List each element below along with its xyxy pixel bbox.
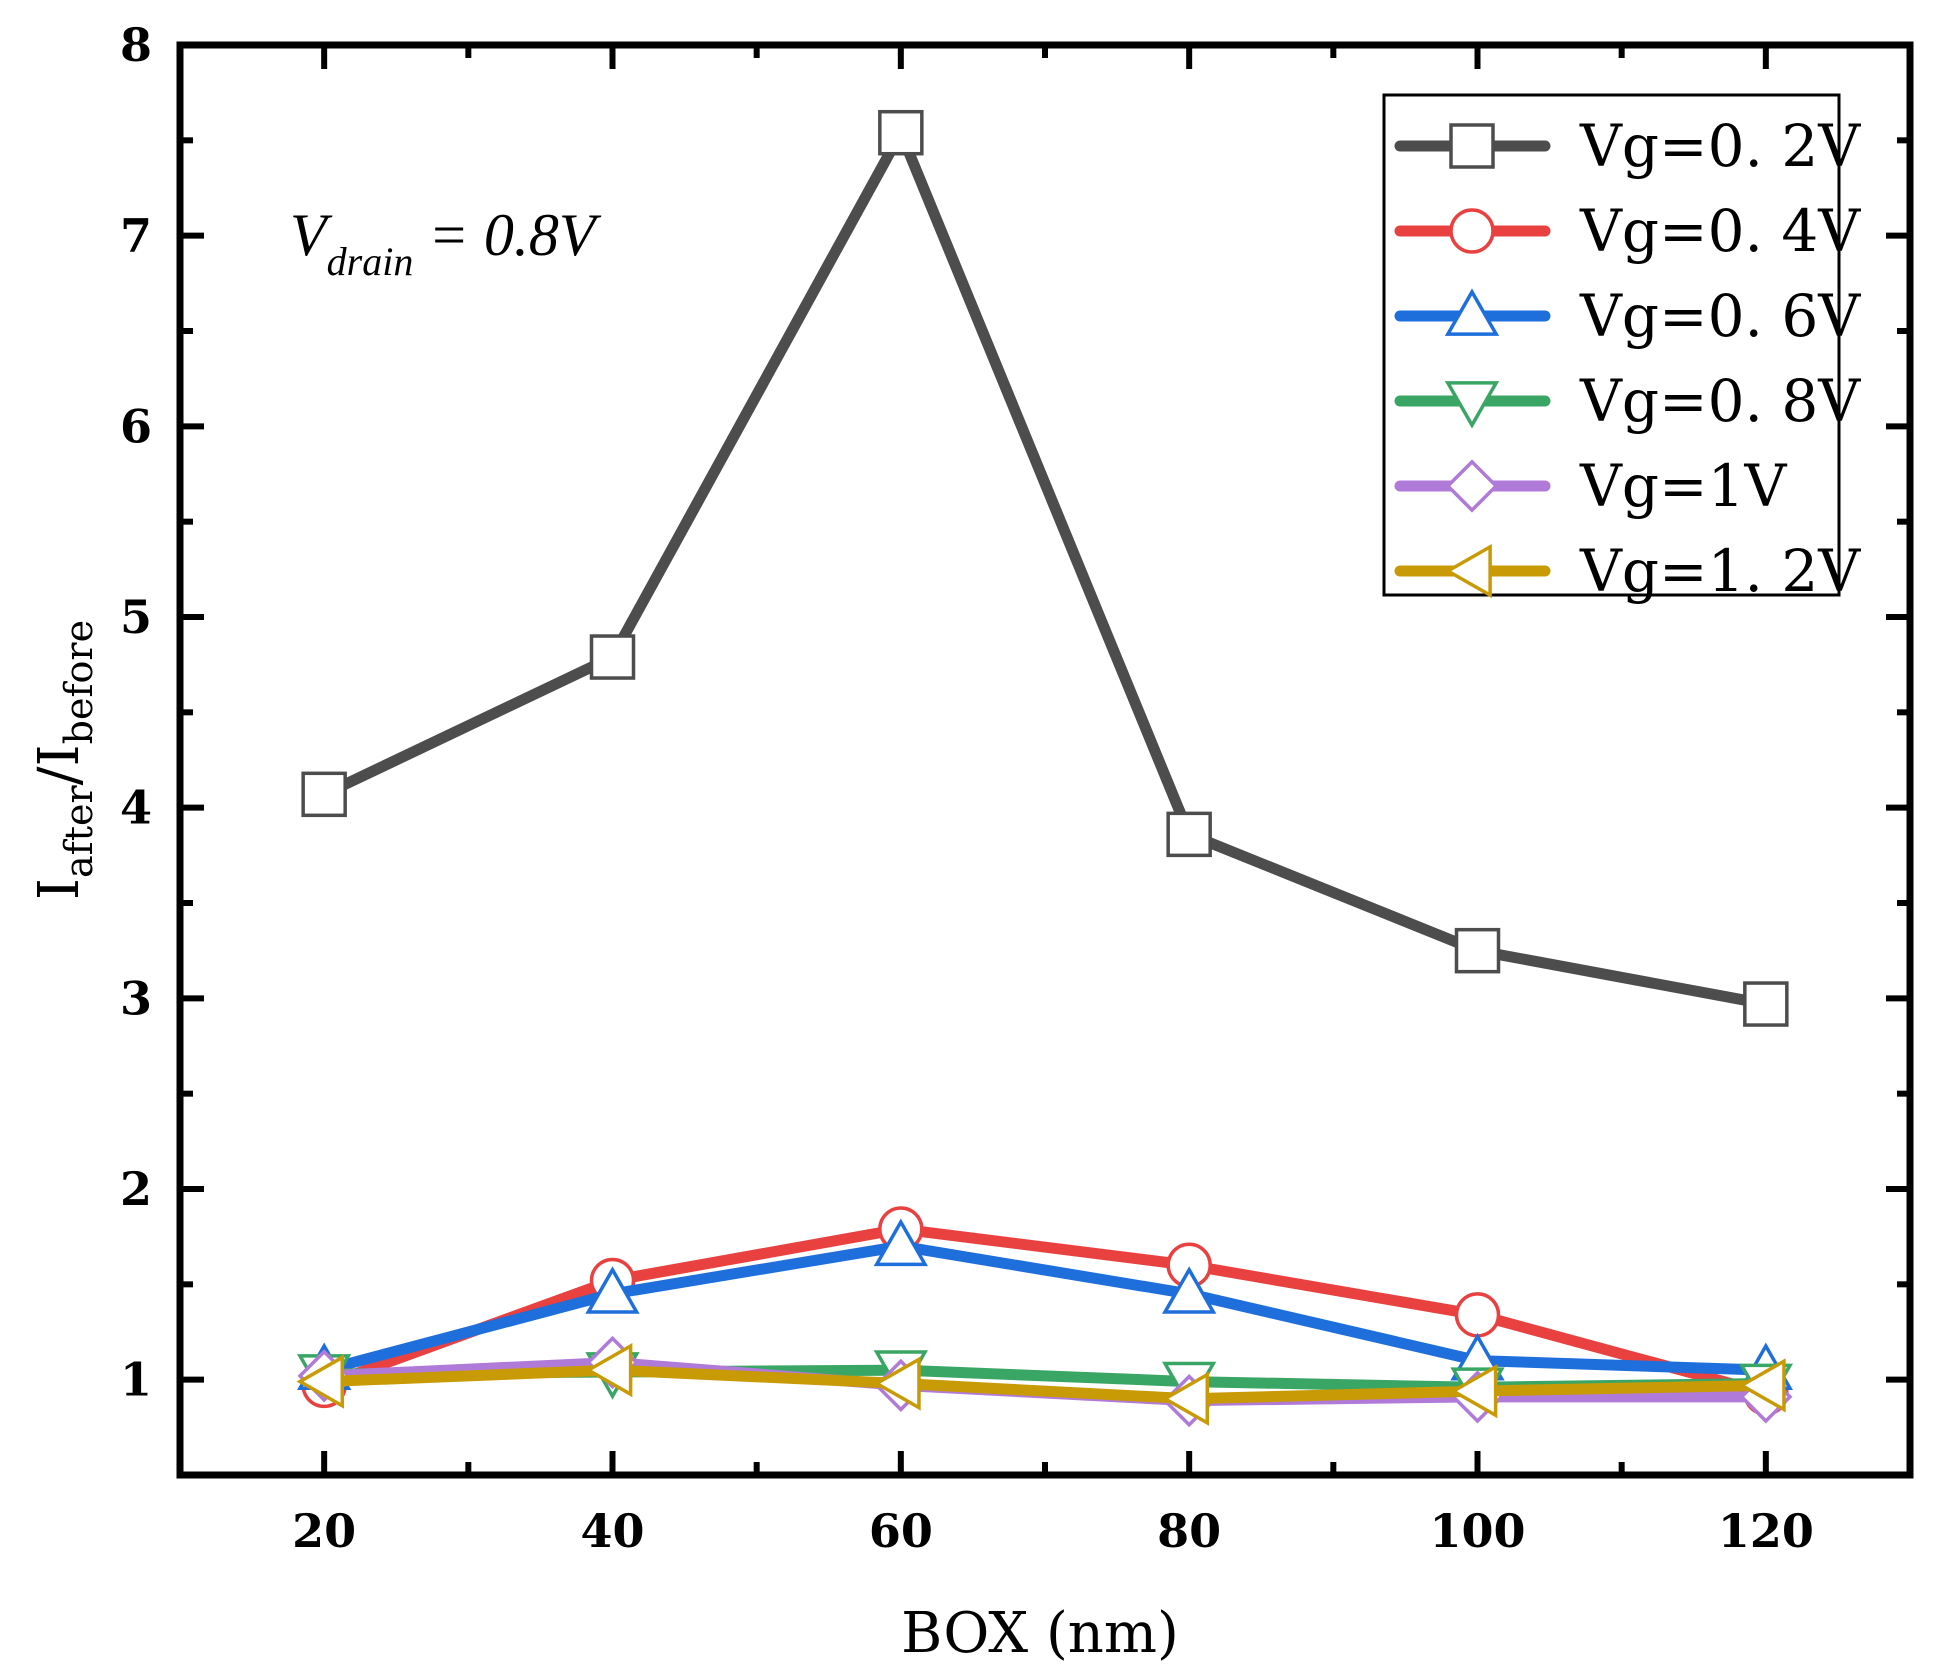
data-point bbox=[873, 1356, 921, 1411]
data-point bbox=[873, 1218, 928, 1267]
annotation-vdrain: Vdrain = 0.8V bbox=[290, 202, 602, 284]
x-tick-label: 60 bbox=[869, 1504, 933, 1558]
legend-box bbox=[1382, 93, 1841, 597]
legend: Vg=0. 2V Vg=0. 4V Vg=0. 6V Vg=0. 8V Vg=1V Vg=… bbox=[1382, 93, 1861, 605]
x-tick-label: 40 bbox=[580, 1504, 644, 1558]
data-point bbox=[1166, 811, 1212, 858]
y-axis-title-sub1: after bbox=[57, 784, 101, 877]
data-point bbox=[584, 1342, 633, 1398]
legend-label: Vg=0. 6V bbox=[1579, 282, 1861, 350]
legend-marker bbox=[1444, 288, 1500, 336]
data-point bbox=[878, 109, 924, 156]
data-point bbox=[1454, 1292, 1501, 1338]
data-point bbox=[1161, 1371, 1210, 1426]
y-axis-title-main2: I bbox=[27, 744, 92, 766]
x-axis-title: BOX (nm) bbox=[901, 1601, 1179, 1666]
legend-marker bbox=[1449, 123, 1495, 169]
data-point bbox=[589, 634, 636, 680]
series-line-2 bbox=[318, 1223, 1772, 1399]
legend-item: Vg=0. 2V bbox=[1394, 112, 1861, 180]
legend-label: Vg=0. 8V bbox=[1579, 367, 1861, 435]
legend-item: Vg=0. 8V bbox=[1394, 367, 1861, 435]
data-point bbox=[1162, 1266, 1217, 1314]
legend-label: Vg=0. 2V bbox=[1579, 112, 1861, 180]
y-tick-label: 7 bbox=[120, 209, 152, 263]
x-tick-label: 100 bbox=[1429, 1504, 1525, 1558]
legend-marker bbox=[1449, 208, 1495, 254]
legend-marker bbox=[1445, 459, 1499, 513]
data-point bbox=[301, 771, 347, 818]
annotation-rest: = 0.8V bbox=[413, 202, 601, 268]
legend-marker bbox=[1444, 381, 1500, 429]
legend-item: Vg=0. 6V bbox=[1394, 282, 1861, 350]
y-axis-title-sub2: before bbox=[57, 620, 101, 744]
series-line-1 bbox=[318, 127, 1772, 1010]
y-axis-title: Iafter/Ibefore bbox=[27, 620, 101, 900]
y-tick-label: 1 bbox=[120, 1353, 152, 1407]
data-point bbox=[1738, 1358, 1786, 1413]
legend-label: Vg=0. 4V bbox=[1579, 197, 1861, 265]
legend-label: Vg=1V bbox=[1579, 452, 1788, 520]
data-point bbox=[296, 1354, 345, 1409]
y-tick-label: 2 bbox=[120, 1162, 152, 1216]
plot-frame bbox=[176, 41, 1914, 1479]
plot-series bbox=[296, 109, 1793, 1428]
series-line-3 bbox=[318, 1240, 1772, 1376]
legend-item: Vg=0. 4V bbox=[1394, 197, 1861, 265]
data-point bbox=[1454, 927, 1501, 974]
y-axis-title-main: I bbox=[27, 878, 92, 900]
x-tick-label: 80 bbox=[1157, 1504, 1221, 1558]
y-tick-label: 8 bbox=[120, 18, 152, 72]
y-tick-label: 4 bbox=[120, 781, 152, 835]
y-tick-label: 6 bbox=[120, 399, 152, 453]
series-line-6 bbox=[318, 1364, 1772, 1405]
x-tick-label: 120 bbox=[1718, 1504, 1814, 1558]
series-1 bbox=[301, 109, 1789, 1027]
annotation-sub: drain bbox=[327, 239, 414, 284]
legend-marker bbox=[1444, 543, 1492, 599]
legend-label: Vg=1. 2V bbox=[1579, 537, 1861, 605]
x-tick-label: 20 bbox=[292, 1504, 356, 1558]
y-tick-label: 3 bbox=[120, 971, 152, 1025]
data-point bbox=[1449, 1363, 1498, 1419]
legend-item: Vg=1. 2V bbox=[1394, 537, 1861, 605]
y-tick-label: 5 bbox=[120, 590, 152, 644]
y-axis-title-slash: / bbox=[27, 766, 92, 785]
tick-labels: 20 40 60 80 100 120 1 2 3 4 5 6 7 8 bbox=[120, 18, 1814, 1558]
data-point bbox=[1743, 981, 1789, 1027]
legend-item: Vg=1V bbox=[1394, 452, 1788, 520]
series-6 bbox=[296, 1342, 1786, 1426]
annotation-main: V bbox=[290, 202, 333, 268]
data-point bbox=[585, 1266, 640, 1314]
